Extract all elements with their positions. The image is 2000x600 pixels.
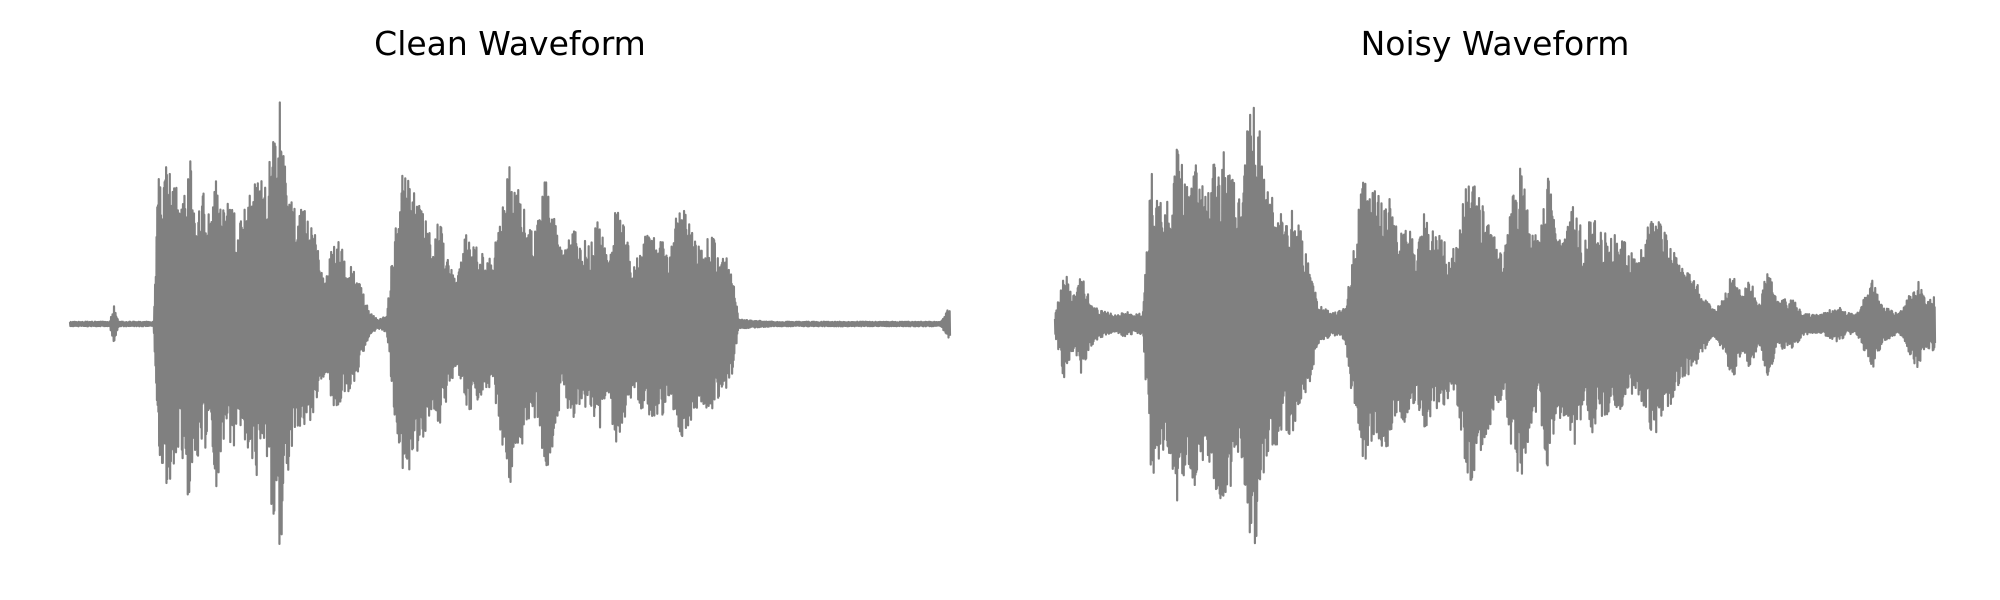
clean-waveform-plot [60, 0, 960, 600]
waveform-line-noisy [1055, 108, 1935, 543]
noisy-waveform-panel: Noisy Waveform [1045, 0, 1945, 600]
waveform-line-clean [70, 102, 950, 543]
clean-waveform-panel: Clean Waveform [60, 0, 960, 600]
noisy-waveform-plot [1045, 0, 1945, 600]
